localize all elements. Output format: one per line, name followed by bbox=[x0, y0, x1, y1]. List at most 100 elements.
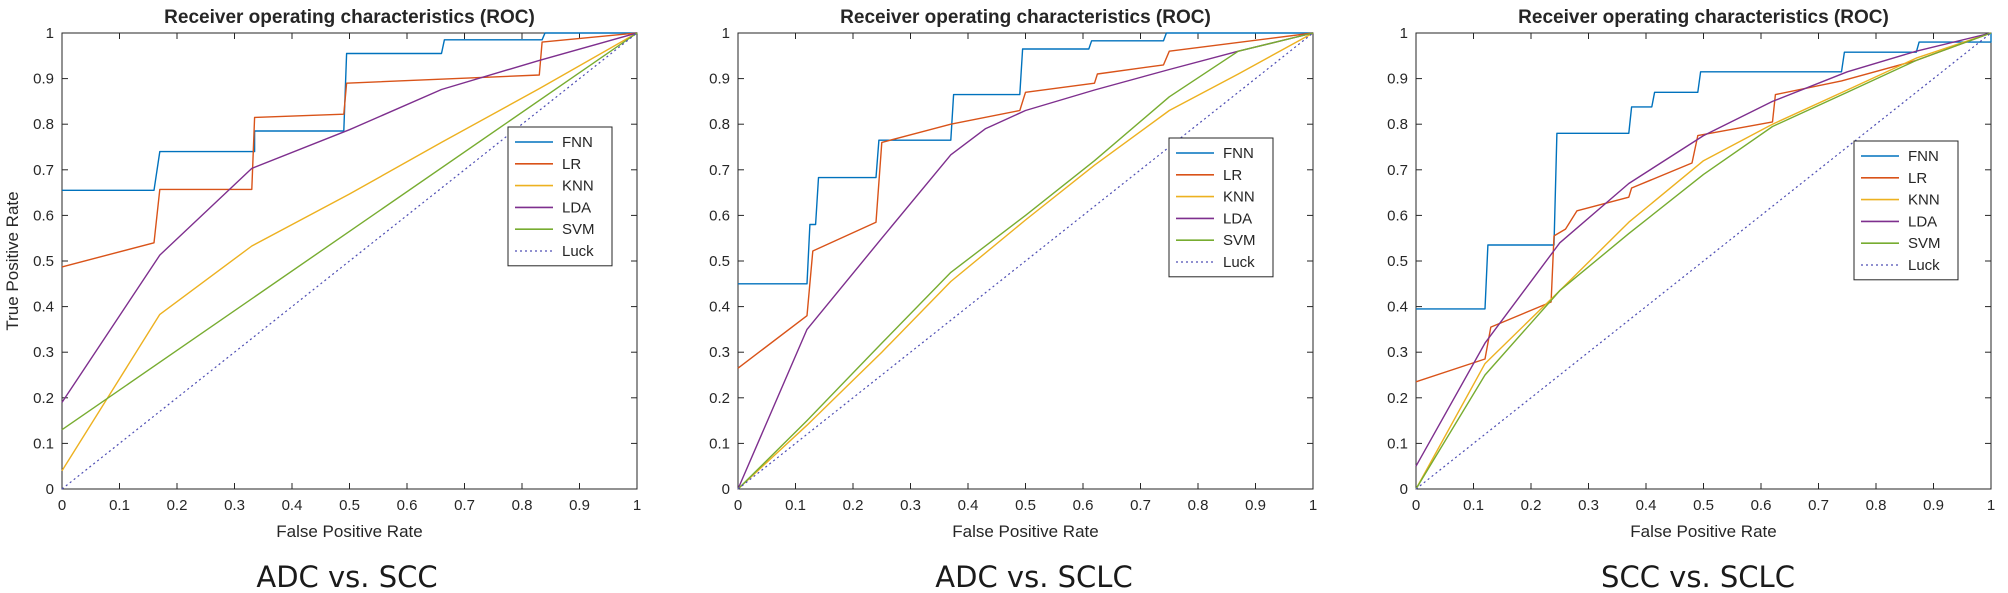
x-axis-label: False Positive Rate bbox=[276, 522, 422, 541]
legend-label-fnn: FNN bbox=[562, 134, 593, 151]
roc-panel-2: 0 0.1 0.2 0.3 0.4 0.5 0.6 0.7 0.8 0.9 1 0 0.1 0.2 0.3 0… bbox=[709, 7, 1317, 593]
legend-label-knn: KNN bbox=[562, 178, 594, 195]
x-tick-label: 0 bbox=[1412, 497, 1420, 514]
y-tick-label: 0.4 bbox=[1387, 299, 1408, 316]
y-tick-label: 1 bbox=[722, 25, 730, 42]
y-tick-label: 0.1 bbox=[1387, 435, 1408, 452]
y-axis-label: True Positive Rate bbox=[3, 191, 22, 330]
legend: FNN LR KNN LDA SVM Luck bbox=[1853, 140, 1959, 281]
x-tick-label: 0.3 bbox=[224, 497, 245, 514]
chart-title: Receiver operating characteristics (ROC) bbox=[1518, 7, 1889, 28]
y-tick-label: 0.8 bbox=[709, 116, 730, 133]
x-tick-label: 0.7 bbox=[1808, 497, 1829, 514]
legend-box bbox=[507, 126, 613, 267]
x-tick-label: 0.8 bbox=[512, 497, 533, 514]
y-tick-label: 1 bbox=[46, 25, 54, 42]
x-tick-label: 0.1 bbox=[785, 497, 806, 514]
x-tick-label: 0.3 bbox=[1578, 497, 1599, 514]
y-tick-label: 0.2 bbox=[709, 390, 730, 407]
y-tick-label: 0.6 bbox=[33, 207, 54, 224]
legend-label-lda: LDA bbox=[562, 199, 591, 216]
y-tick-label: 0.9 bbox=[1387, 71, 1408, 88]
legend-label-lda: LDA bbox=[1908, 213, 1937, 230]
x-tick-label: 0.2 bbox=[843, 497, 864, 514]
x-tick-label: 0.8 bbox=[1866, 497, 1887, 514]
series-line-knn bbox=[1415, 32, 1992, 490]
y-tick-label: 0 bbox=[722, 481, 730, 498]
legend-label-svm: SVM bbox=[562, 221, 595, 238]
legend-label-knn: KNN bbox=[1908, 192, 1940, 209]
x-tick-label: 0.9 bbox=[1923, 497, 1944, 514]
y-tick-label: 0.9 bbox=[33, 71, 54, 88]
x-axis-label: False Positive Rate bbox=[1630, 522, 1776, 541]
y-tick-label: 0.7 bbox=[1387, 162, 1408, 179]
series-line-svm bbox=[1415, 32, 1992, 490]
panel-caption: ADC vs. SCLC bbox=[935, 560, 1132, 593]
series-line-luck bbox=[1415, 32, 1992, 490]
y-tick-label: 0.2 bbox=[1387, 390, 1408, 407]
legend-label-svm: SVM bbox=[1908, 235, 1941, 252]
y-tick-label: 0.1 bbox=[709, 435, 730, 452]
legend-box bbox=[1168, 137, 1274, 278]
y-tick-label: 0.6 bbox=[709, 207, 730, 224]
x-tick-label: 0.9 bbox=[569, 497, 590, 514]
panel-caption: ADC vs. SCC bbox=[256, 560, 437, 593]
x-tick-label: 0.6 bbox=[1751, 497, 1772, 514]
x-tick-label: 0.5 bbox=[1693, 497, 1714, 514]
x-tick-label: 0.2 bbox=[167, 497, 188, 514]
y-tick-label: 0.7 bbox=[33, 162, 54, 179]
x-tick-label: 0.4 bbox=[958, 497, 979, 514]
legend-label-lda: LDA bbox=[1223, 210, 1252, 227]
legend-label-luck: Luck bbox=[1223, 254, 1255, 271]
x-tick-label: 0.4 bbox=[1636, 497, 1657, 514]
x-tick-label: 0.6 bbox=[1073, 497, 1094, 514]
series-line-svm bbox=[737, 32, 1314, 490]
y-tick-label: 0.5 bbox=[33, 253, 54, 270]
legend-label-fnn: FNN bbox=[1908, 148, 1939, 165]
roc-panel-3: 0 0.1 0.2 0.3 0.4 0.5 0.6 0.7 0.8 0.9 1 0 0.1 0.2 0.3 0… bbox=[1387, 7, 1995, 593]
x-tick-label: 0.1 bbox=[1463, 497, 1484, 514]
series-line-lda bbox=[1415, 32, 1992, 467]
series-line-knn bbox=[737, 32, 1314, 490]
legend-label-svm: SVM bbox=[1223, 232, 1256, 249]
series-line-luck bbox=[737, 32, 1314, 490]
series-line-lda bbox=[737, 32, 1314, 490]
series-line-lr bbox=[61, 32, 638, 268]
y-tick-label: 0.7 bbox=[709, 162, 730, 179]
y-tick-label: 0.5 bbox=[709, 253, 730, 270]
panel-caption: SCC vs. SCLC bbox=[1601, 560, 1795, 593]
x-tick-label: 0.5 bbox=[1015, 497, 1036, 514]
legend: FNN LR KNN LDA SVM Luck bbox=[1168, 137, 1274, 278]
y-tick-label: 0 bbox=[1400, 481, 1408, 498]
x-tick-label: 0.7 bbox=[1130, 497, 1151, 514]
x-axis-label: False Positive Rate bbox=[952, 522, 1098, 541]
y-tick-label: 0.9 bbox=[709, 71, 730, 88]
x-tick-label: 0.5 bbox=[339, 497, 360, 514]
x-tick-label: 0.9 bbox=[1245, 497, 1266, 514]
y-tick-label: 0.8 bbox=[1387, 116, 1408, 133]
x-tick-label: 0.1 bbox=[109, 497, 130, 514]
x-tick-label: 1 bbox=[1309, 497, 1317, 514]
y-tick-label: 1 bbox=[1400, 25, 1408, 42]
y-tick-label: 0.2 bbox=[33, 390, 54, 407]
y-tick-label: 0 bbox=[46, 481, 54, 498]
legend: FNN LR KNN LDA SVM Luck bbox=[507, 126, 613, 267]
x-tick-label: 0.7 bbox=[454, 497, 475, 514]
y-tick-label: 0.6 bbox=[1387, 207, 1408, 224]
x-tick-label: 0.8 bbox=[1188, 497, 1209, 514]
x-tick-label: 0.6 bbox=[397, 497, 418, 514]
x-tick-label: 0 bbox=[58, 497, 66, 514]
series-line-lr bbox=[737, 32, 1314, 369]
series-line-fnn bbox=[1416, 33, 1992, 310]
legend-label-lr: LR bbox=[1223, 167, 1242, 184]
legend-label-fnn: FNN bbox=[1223, 145, 1254, 162]
legend-box bbox=[1853, 140, 1959, 281]
y-tick-label: 0.3 bbox=[1387, 344, 1408, 361]
chart-title: Receiver operating characteristics (ROC) bbox=[840, 7, 1211, 28]
series-line-luck bbox=[61, 32, 638, 490]
series-line-svm bbox=[61, 32, 638, 431]
legend-label-lr: LR bbox=[562, 156, 581, 173]
legend-label-lr: LR bbox=[1908, 170, 1927, 187]
chart-title: Receiver operating characteristics (ROC) bbox=[164, 7, 535, 28]
